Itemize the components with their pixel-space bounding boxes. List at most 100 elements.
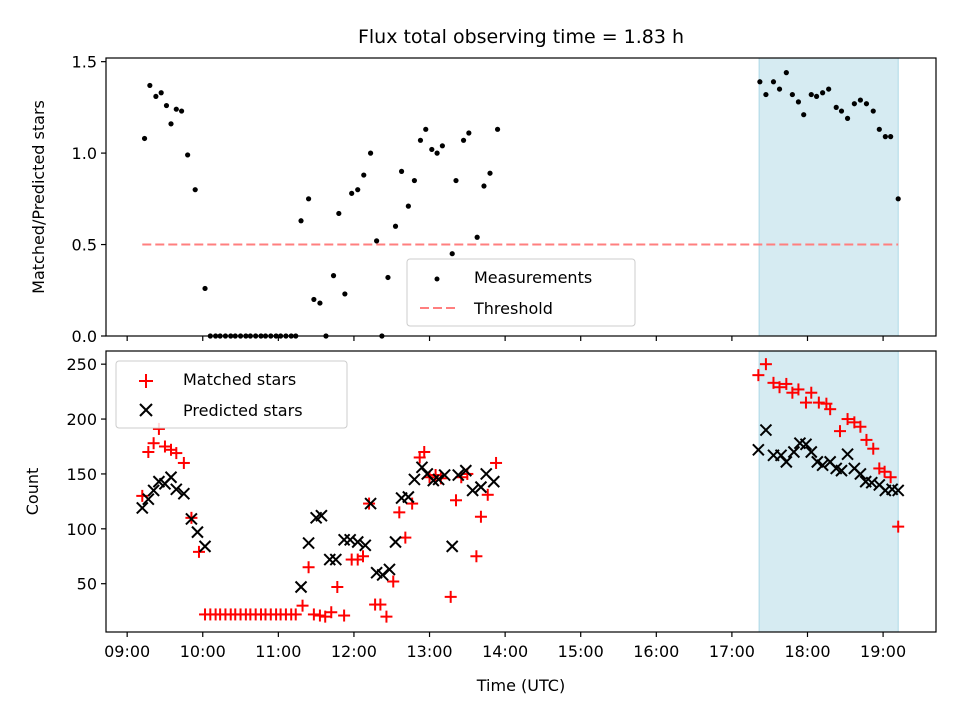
- y-ticks-bottom: 50 100 150 200 250: [66, 355, 106, 594]
- matched-stars-point: [805, 386, 818, 399]
- legend-label-measurements: Measurements: [474, 268, 592, 287]
- predicted-stars-point: [816, 458, 829, 472]
- y-tick-label: 250: [66, 355, 97, 374]
- x-tick-label: 11:00: [255, 642, 301, 661]
- matched-stars-point: [307, 608, 320, 621]
- matched-stars-point: [854, 420, 867, 433]
- measurement-point: [820, 90, 826, 96]
- measurement-point: [317, 300, 323, 306]
- x-tick-label: 15:00: [558, 642, 604, 661]
- measurement-point: [770, 79, 777, 85]
- x-tick-label: 19:00: [860, 642, 906, 661]
- measurement-point: [336, 210, 342, 217]
- predicted-stars-point: [459, 464, 473, 477]
- measurement-point: [487, 170, 493, 176]
- predicted-stars-point: [835, 464, 848, 477]
- measurement-point: [763, 91, 769, 98]
- measurement-point: [851, 101, 857, 107]
- predicted-stars-point: [383, 563, 396, 576]
- matched-stars-point: [824, 403, 837, 416]
- measurement-point: [757, 79, 763, 85]
- matched-stars-point: [363, 497, 376, 510]
- matched-stars-point: [860, 433, 873, 446]
- legend-box-top: [406, 258, 636, 327]
- matched-stars-point: [773, 381, 786, 394]
- measurement-point: [449, 251, 455, 257]
- matched-stars-point: [331, 580, 344, 593]
- y-tick-label: 100: [66, 520, 97, 539]
- predicted-stars-point: [185, 512, 198, 526]
- measurement-point: [417, 137, 424, 143]
- x-ticks-bottom: 09:00 10:00 11:00 12:00 13:00 14:00 15:00 16:00…: [104, 632, 906, 661]
- matched-stars-point: [490, 456, 503, 469]
- measurement-point: [801, 112, 807, 118]
- predicted-stars-point: [752, 443, 765, 456]
- matched-stars-point: [374, 598, 387, 611]
- predicted-stars-point: [805, 445, 818, 459]
- measurement-point: [147, 82, 153, 89]
- matched-stars-point: [147, 437, 160, 450]
- predicted-stars-point: [389, 535, 402, 549]
- predicted-stars-point: [315, 509, 328, 522]
- predicted-stars-point: [164, 471, 178, 484]
- predicted-stars-point: [787, 445, 801, 459]
- predicted-stars-point: [865, 476, 878, 489]
- matched-stars-point: [357, 550, 370, 563]
- predicted-stars-point: [170, 483, 183, 496]
- matched-stars-point: [878, 465, 891, 478]
- predicted-stars-point: [177, 487, 191, 500]
- matched-stars-series: [136, 358, 905, 623]
- matched-stars-point: [338, 609, 351, 622]
- y-tick-label: 50: [77, 575, 97, 594]
- measurement-point: [460, 137, 467, 143]
- predicted-stars-point: [780, 455, 793, 469]
- legend-box-bottom: [115, 360, 348, 429]
- matched-stars-point: [302, 561, 315, 574]
- matched-stars-point: [833, 425, 846, 438]
- predicted-stars-point: [446, 540, 459, 553]
- highlight-span-top: [758, 57, 899, 337]
- legend-bottom: Matched stars Predicted stars: [115, 360, 348, 429]
- predicted-stars-series: [136, 423, 905, 594]
- matched-stars-point: [380, 610, 393, 623]
- measurement-point: [349, 190, 355, 196]
- legend-marker-matched: [139, 374, 153, 388]
- matched-stars-point: [892, 520, 905, 533]
- measurement-point: [158, 90, 164, 96]
- measurement-point: [783, 70, 789, 76]
- measurement-point: [434, 150, 440, 156]
- predicted-stars-point: [364, 497, 377, 510]
- measurement-point: [392, 223, 399, 229]
- measurement-point: [168, 121, 174, 127]
- matched-stars-point: [289, 608, 302, 621]
- matched-stars-point: [393, 506, 406, 519]
- predicted-stars-point: [466, 484, 479, 497]
- measurement-point: [298, 218, 304, 224]
- measurement-point: [342, 291, 348, 297]
- predicted-stars-point: [891, 484, 905, 497]
- measurement-point: [429, 146, 435, 153]
- matched-stars-point: [867, 442, 880, 455]
- matched-stars-point: [884, 471, 897, 484]
- x-tick-label: 14:00: [482, 642, 528, 661]
- y-tick-label: 1.5: [72, 53, 97, 72]
- measurement-point: [153, 93, 159, 100]
- predicted-stars-point: [302, 536, 315, 550]
- matched-stars-point: [474, 510, 487, 523]
- predicted-stars-point: [487, 475, 500, 488]
- matched-stars-point: [399, 531, 412, 544]
- measurement-point: [870, 108, 876, 114]
- measurement-point: [330, 273, 337, 279]
- axes-frame-top: [105, 57, 937, 337]
- y-tick-label: 0.0: [72, 327, 97, 346]
- measurement-point: [844, 115, 851, 121]
- ratio-panel: 0.0 0.5 1.0 1.5 Matched/Predicted stars Mea…: [29, 53, 937, 346]
- x-tick-label: 13:00: [406, 642, 452, 661]
- measurement-point: [481, 183, 487, 189]
- y-axis-label-bottom: Count: [23, 468, 42, 516]
- measurements-series: [141, 70, 901, 339]
- measurement-point: [141, 135, 148, 142]
- predicted-stars-point: [343, 533, 357, 547]
- measurement-point: [361, 172, 367, 178]
- measurement-point: [888, 134, 894, 140]
